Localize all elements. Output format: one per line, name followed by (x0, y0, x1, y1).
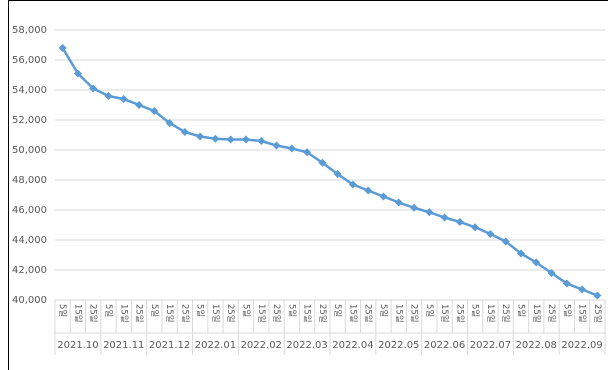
x-tick-label: 25일 (500, 304, 510, 323)
x-tick-label: 25일 (409, 304, 419, 323)
y-tick-label: 40,000 (12, 295, 47, 306)
y-tick-label: 50,000 (12, 145, 47, 156)
point-marker (303, 148, 312, 157)
x-group-label: 2021.11 (103, 340, 144, 351)
point-marker (119, 95, 128, 103)
x-group-label: 2021.12 (149, 340, 190, 351)
x-tick-label: 15일 (439, 304, 449, 323)
x-group-label: 2022.02 (241, 340, 282, 351)
point-marker (364, 186, 373, 195)
point-marker (562, 279, 571, 288)
x-tick-label: 25일 (363, 304, 373, 323)
point-marker (379, 192, 388, 201)
x-tick-label: 5일 (57, 304, 67, 317)
point-marker (578, 285, 587, 294)
point-marker (226, 135, 235, 144)
x-group-label: 2022.06 (424, 340, 465, 351)
point-marker (394, 198, 403, 207)
point-marker (287, 144, 296, 153)
x-tick-label: 15일 (256, 304, 266, 323)
y-tick-label: 42,000 (12, 265, 47, 276)
x-tick-label: 5일 (149, 304, 159, 317)
point-marker (486, 230, 495, 238)
point-marker (89, 84, 98, 93)
x-tick-label: 5일 (286, 304, 296, 317)
point-marker (425, 208, 434, 217)
x-group-label: 2022.01 (195, 340, 236, 351)
x-tick-label: 15일 (531, 304, 541, 323)
x-tick-label: 5일 (561, 304, 571, 317)
x-tick-label: 5일 (378, 304, 388, 317)
y-tick-label: 52,000 (12, 115, 47, 126)
point-marker (150, 107, 159, 115)
x-tick-label: 25일 (179, 304, 189, 323)
point-marker (165, 119, 174, 127)
y-tick-label: 54,000 (12, 85, 47, 96)
point-marker (196, 132, 205, 141)
y-tick-label: 46,000 (12, 205, 47, 216)
y-tick-label: 48,000 (12, 175, 47, 186)
point-marker (516, 249, 525, 258)
x-tick-label: 15일 (577, 304, 587, 323)
x-group-label: 2022.08 (516, 340, 557, 351)
x-tick-label: 5일 (515, 304, 525, 317)
point-marker (593, 291, 602, 300)
point-marker (333, 170, 342, 178)
x-tick-label: 25일 (454, 304, 464, 323)
point-marker (471, 223, 480, 232)
y-tick-label: 44,000 (12, 235, 47, 246)
x-tick-label: 15일 (393, 304, 403, 323)
x-tick-label: 15일 (347, 304, 357, 323)
x-tick-label: 5일 (103, 304, 113, 317)
x-tick-label: 5일 (240, 304, 250, 317)
point-marker (318, 158, 327, 167)
point-marker (241, 135, 250, 144)
x-group-label: 2022.04 (332, 340, 373, 351)
x-tick-label: 25일 (546, 304, 556, 323)
x-tick-label: 25일 (88, 304, 98, 323)
x-tick-label: 15일 (302, 304, 312, 323)
y-tick-label: 56,000 (12, 55, 47, 66)
x-tick-label: 25일 (271, 304, 281, 323)
x-tick-label: 5일 (424, 304, 434, 317)
point-marker (58, 44, 67, 52)
point-marker (455, 218, 464, 226)
x-tick-label: 25일 (317, 304, 327, 323)
x-tick-label: 15일 (118, 304, 128, 323)
point-marker (501, 237, 510, 246)
x-tick-label: 25일 (134, 304, 144, 323)
point-marker (410, 203, 419, 212)
point-marker (180, 128, 189, 136)
point-marker (348, 180, 357, 189)
point-marker (104, 92, 113, 100)
point-marker (135, 101, 144, 109)
point-marker (73, 69, 82, 78)
x-tick-label: 15일 (164, 304, 174, 323)
point-marker (440, 213, 449, 222)
point-marker (547, 269, 556, 277)
x-group-label: 2021.10 (57, 340, 98, 351)
point-marker (272, 141, 281, 150)
series-line (61, 47, 598, 297)
point-marker (257, 137, 266, 145)
point-marker (532, 258, 541, 267)
x-tick-label: 5일 (195, 304, 205, 317)
x-tick-label: 15일 (210, 304, 220, 323)
x-tick-label: 15일 (485, 304, 495, 323)
x-tick-label: 5일 (332, 304, 342, 317)
x-group-label: 2022.05 (378, 340, 419, 351)
point-marker (211, 134, 220, 143)
x-tick-label: 5일 (470, 304, 480, 317)
x-group-label: 2022.03 (286, 340, 327, 351)
y-tick-label: 58,000 (12, 25, 47, 36)
x-group-label: 2022.07 (470, 340, 511, 351)
x-tick-label: 15일 (72, 304, 82, 323)
x-tick-label: 25일 (592, 304, 602, 323)
x-group-label: 2022.09 (561, 340, 602, 351)
x-tick-label: 25일 (225, 304, 235, 323)
